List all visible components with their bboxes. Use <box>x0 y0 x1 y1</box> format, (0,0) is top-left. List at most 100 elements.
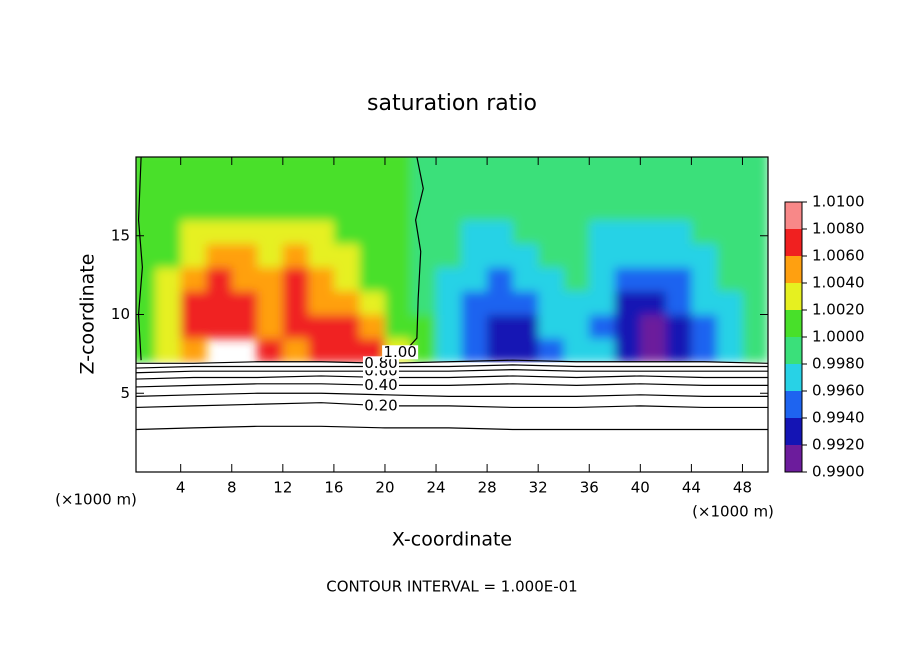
field-cell <box>461 220 488 245</box>
x-tick-label: 8 <box>227 479 237 497</box>
field-cell <box>436 157 463 174</box>
field-cell <box>461 314 488 339</box>
field-cell <box>206 290 233 315</box>
field-cell <box>640 314 667 339</box>
field-cell <box>308 267 335 292</box>
field-cell <box>436 220 463 245</box>
field-cell <box>665 338 692 363</box>
field-cell <box>538 338 565 363</box>
y-axis-title: Z-coordinate <box>77 254 99 375</box>
field-cell <box>614 267 641 292</box>
field-cell <box>384 267 412 292</box>
field-cell <box>308 196 335 221</box>
field-cell <box>665 243 692 268</box>
chart-title: saturation ratio <box>367 91 537 116</box>
field-cell <box>691 267 718 292</box>
field-cell <box>512 290 539 315</box>
colorbar-band <box>785 364 802 391</box>
field-cell <box>640 157 667 174</box>
field-cell <box>742 157 768 174</box>
x-tick-label: 48 <box>733 479 752 497</box>
field-cell <box>257 157 284 174</box>
field-cell <box>487 267 514 292</box>
field-cell <box>487 220 514 245</box>
contour-line <box>136 425 768 431</box>
field-cell <box>589 267 616 292</box>
contour-line <box>136 364 768 369</box>
field-cell <box>589 243 616 268</box>
contour-line <box>136 392 768 397</box>
field-cell <box>206 157 233 174</box>
field-cell <box>487 196 514 221</box>
x-tick-label: 40 <box>631 479 650 497</box>
x-tick-label: 32 <box>529 479 548 497</box>
field-cell <box>257 290 284 315</box>
contour-line <box>136 375 768 380</box>
field-cell <box>742 314 768 339</box>
colorbar-label: 1.0060 <box>812 247 865 265</box>
field-cell <box>589 172 616 197</box>
colorbar-label: 1.0000 <box>812 328 865 346</box>
field-cell <box>308 243 335 268</box>
field-cell <box>589 220 616 245</box>
field-cell <box>155 172 182 197</box>
field-cell <box>282 220 309 245</box>
field-cell <box>487 172 514 197</box>
colorbar-label: 1.0020 <box>812 301 865 319</box>
field-cell <box>436 243 463 268</box>
field-cell <box>691 243 718 268</box>
field-cell <box>742 172 768 197</box>
field-cell <box>308 172 335 197</box>
field-cell <box>640 172 667 197</box>
contour-line <box>136 359 768 364</box>
field-cell <box>410 243 437 268</box>
field-cell <box>716 290 743 315</box>
field-cell <box>742 243 768 268</box>
field-cell <box>512 157 539 174</box>
field-cell <box>333 172 360 197</box>
field-cell <box>614 338 641 363</box>
field-cell <box>614 196 641 221</box>
field-cell <box>359 220 386 245</box>
field-cell <box>436 172 463 197</box>
x-tick-label: 36 <box>580 479 599 497</box>
field-cell <box>742 196 768 221</box>
field-layer <box>136 157 768 363</box>
field-cell <box>563 157 590 174</box>
field-cell <box>155 220 182 245</box>
field-cell <box>512 267 539 292</box>
field-cell <box>614 243 641 268</box>
field-cell <box>155 338 182 363</box>
field-cell <box>136 172 156 197</box>
field-cell <box>333 243 360 268</box>
field-cell <box>257 338 284 363</box>
colorbar-label: 1.0040 <box>812 274 865 292</box>
field-cell <box>538 196 565 221</box>
field-cell <box>589 290 616 315</box>
contour-label: 0.40 <box>364 376 397 394</box>
field-cell <box>136 196 156 221</box>
field-cell <box>384 243 412 268</box>
field-cell <box>257 267 284 292</box>
field-cell <box>563 290 590 315</box>
field-cell <box>231 267 258 292</box>
field-cell <box>436 314 463 339</box>
field-cell <box>231 314 258 339</box>
field-cell <box>487 290 514 315</box>
x-unit: (×1000 m) <box>692 503 774 521</box>
contour-layer <box>136 157 768 431</box>
contour-line <box>136 402 768 409</box>
field-cell <box>308 220 335 245</box>
field-cell <box>136 338 156 363</box>
field-cell <box>512 243 539 268</box>
field-cell <box>231 290 258 315</box>
field-cell <box>691 196 718 221</box>
field-cell <box>359 172 386 197</box>
colorbar-band <box>785 310 802 337</box>
field-cell <box>538 314 565 339</box>
field-cell <box>487 157 514 174</box>
field-cell <box>461 172 488 197</box>
field-cell <box>410 290 437 315</box>
field-cell <box>436 338 463 363</box>
field-cell <box>333 267 360 292</box>
